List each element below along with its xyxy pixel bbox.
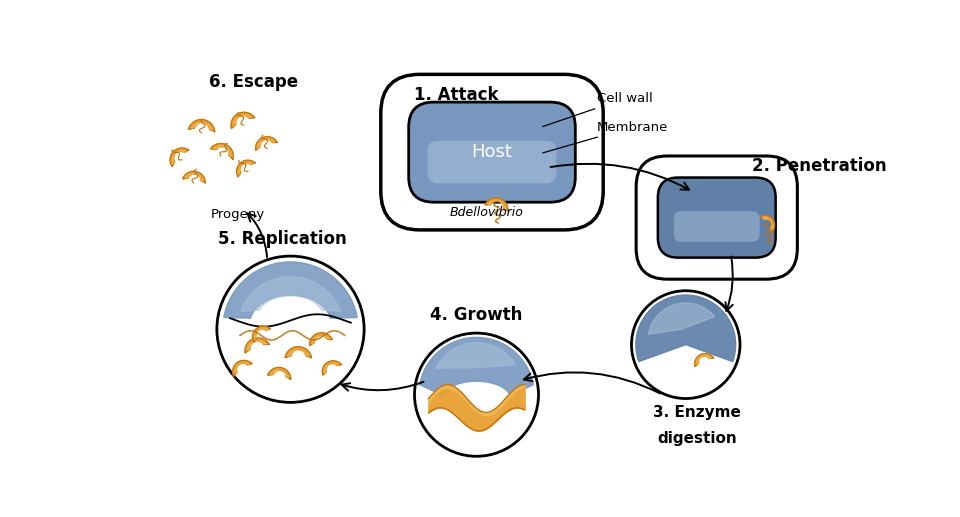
Polygon shape — [648, 303, 715, 334]
Polygon shape — [170, 148, 189, 166]
FancyBboxPatch shape — [674, 211, 759, 242]
Polygon shape — [248, 341, 266, 351]
Circle shape — [632, 291, 740, 399]
Polygon shape — [254, 328, 268, 340]
Polygon shape — [258, 139, 275, 148]
Polygon shape — [489, 201, 505, 209]
Polygon shape — [285, 347, 311, 358]
Text: Bdellovibrio: Bdellovibrio — [449, 206, 523, 219]
FancyBboxPatch shape — [427, 141, 557, 184]
Text: Cell wall: Cell wall — [542, 92, 653, 127]
Polygon shape — [695, 354, 713, 367]
Text: 1. Attack: 1. Attack — [415, 86, 499, 104]
Text: 2. Penetration: 2. Penetration — [752, 157, 886, 175]
Polygon shape — [235, 363, 249, 374]
FancyBboxPatch shape — [636, 156, 798, 279]
Polygon shape — [239, 162, 252, 174]
Text: Progeny: Progeny — [210, 207, 265, 221]
Polygon shape — [210, 144, 233, 159]
Polygon shape — [234, 115, 252, 126]
Circle shape — [217, 256, 364, 402]
Polygon shape — [224, 262, 357, 318]
Text: 5. Replication: 5. Replication — [218, 231, 348, 248]
Polygon shape — [173, 150, 186, 164]
Text: 3. Enzyme: 3. Enzyme — [654, 405, 741, 420]
Polygon shape — [436, 343, 516, 368]
Polygon shape — [232, 360, 252, 376]
Polygon shape — [312, 336, 329, 344]
Polygon shape — [188, 119, 215, 132]
Polygon shape — [214, 146, 230, 157]
Polygon shape — [185, 174, 203, 181]
Polygon shape — [420, 338, 534, 396]
FancyBboxPatch shape — [658, 177, 776, 257]
Polygon shape — [268, 368, 291, 379]
Polygon shape — [192, 123, 211, 130]
Polygon shape — [288, 349, 308, 356]
Polygon shape — [236, 160, 255, 177]
Text: 4. Growth: 4. Growth — [430, 306, 522, 324]
Polygon shape — [231, 112, 254, 129]
Text: Host: Host — [471, 143, 513, 161]
Polygon shape — [697, 356, 711, 364]
FancyBboxPatch shape — [381, 74, 603, 230]
Polygon shape — [636, 295, 735, 361]
Polygon shape — [485, 198, 508, 211]
Polygon shape — [309, 333, 332, 346]
Text: 6. Escape: 6. Escape — [209, 72, 299, 90]
Polygon shape — [323, 361, 342, 375]
Polygon shape — [271, 370, 288, 377]
Polygon shape — [252, 326, 271, 342]
Polygon shape — [763, 218, 773, 230]
FancyBboxPatch shape — [409, 102, 575, 202]
Text: Membrane: Membrane — [542, 120, 668, 153]
Polygon shape — [255, 136, 277, 150]
Polygon shape — [241, 277, 340, 311]
Polygon shape — [182, 171, 205, 183]
Circle shape — [415, 333, 539, 457]
Polygon shape — [760, 216, 775, 232]
Polygon shape — [245, 338, 269, 353]
Text: digestion: digestion — [658, 431, 737, 446]
Polygon shape — [324, 363, 339, 373]
